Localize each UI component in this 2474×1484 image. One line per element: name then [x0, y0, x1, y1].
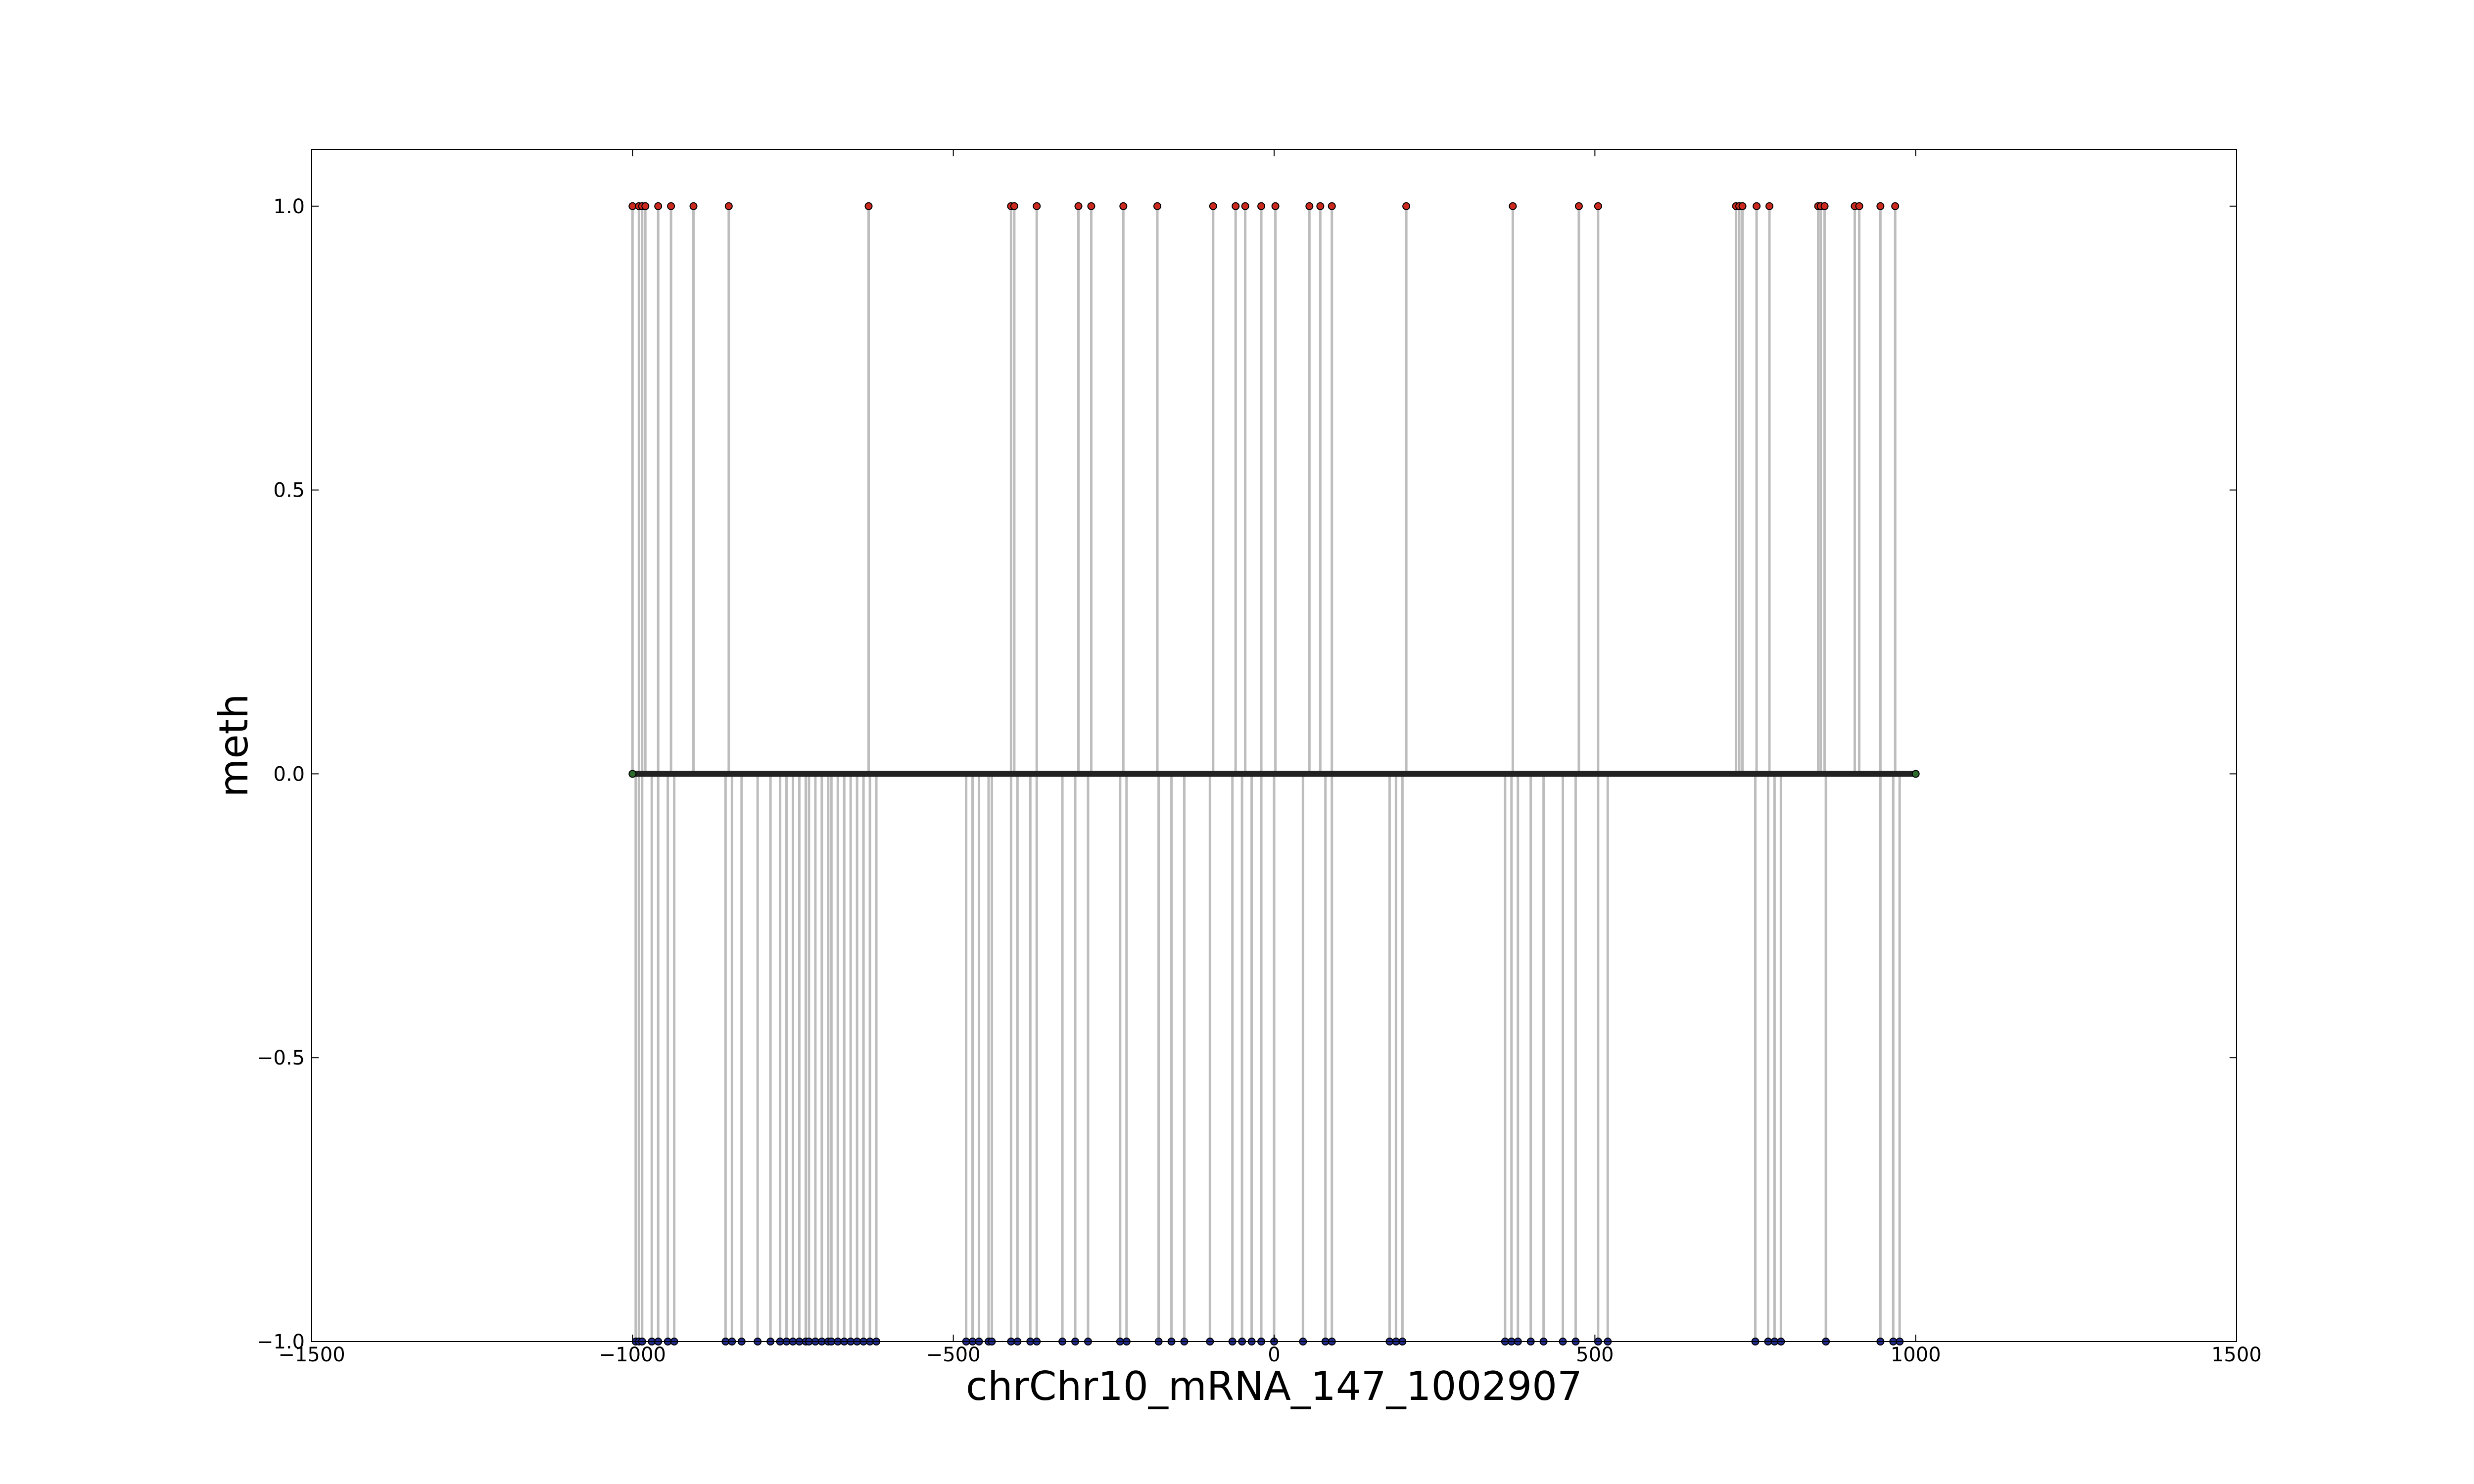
- methylated-point: [1328, 202, 1336, 210]
- x-tick-label: −500: [926, 1344, 981, 1366]
- methylated-point: [1010, 202, 1018, 210]
- x-tick-label: 0: [1268, 1344, 1280, 1366]
- x-tick-label: 1500: [2211, 1344, 2262, 1366]
- methylated-point: [1855, 202, 1863, 210]
- methylated-point: [1753, 202, 1761, 210]
- methylated-point: [628, 202, 637, 210]
- y-tick-label: −1.0: [257, 1331, 305, 1353]
- methylated-point: [1241, 202, 1249, 210]
- y-tick-label: 1.0: [273, 195, 305, 218]
- methylated-point: [654, 202, 663, 210]
- methylated-point: [1765, 202, 1774, 210]
- zero-baseline: [628, 770, 1920, 778]
- methylated-point: [1402, 202, 1411, 210]
- methylated-point: [1209, 202, 1217, 210]
- x-tick-label: 1000: [1891, 1344, 1941, 1366]
- methylated-point: [1574, 202, 1583, 210]
- methylated-point: [1074, 202, 1083, 210]
- methylated-point: [1594, 202, 1602, 210]
- methylated-point: [1891, 202, 1900, 210]
- x-axis-label: chrChr10_mRNA_147_1002907: [966, 1363, 1582, 1409]
- stem-lines: [631, 206, 1901, 1342]
- methylated-point: [1232, 202, 1240, 210]
- methylated-point: [641, 202, 650, 210]
- y-tick-label: 0.5: [273, 479, 305, 502]
- methylated-point: [1153, 202, 1162, 210]
- y-tick-label: −0.5: [257, 1047, 305, 1069]
- y-axis-ticks: −1.0 −0.5 0.0 0.5 1.0: [257, 195, 2236, 1353]
- methylated-point: [724, 202, 733, 210]
- methylated-point: [1119, 202, 1128, 210]
- zero-point: [628, 770, 637, 778]
- x-tick-label: −1500: [278, 1344, 345, 1366]
- x-axis-ticks: −1500 −1000 −500 0 500 1000 1500: [278, 149, 2262, 1366]
- methylated-point: [1820, 202, 1829, 210]
- methylated-point: [1271, 202, 1280, 210]
- methylated-point: [667, 202, 675, 210]
- methylated-point: [1316, 202, 1325, 210]
- x-tick-label: −1000: [599, 1344, 666, 1366]
- methylated-point: [1738, 202, 1747, 210]
- methylated-point: [864, 202, 873, 210]
- methylated-point: [1257, 202, 1266, 210]
- y-tick-label: 0.0: [273, 763, 305, 786]
- methylated-point: [1509, 202, 1517, 210]
- methylated-point: [1305, 202, 1314, 210]
- methylated-point: [689, 202, 698, 210]
- methylated-point: [1033, 202, 1041, 210]
- zero-point: [1911, 770, 1920, 778]
- y-axis-label: meth: [211, 694, 257, 797]
- methylated-point: [1087, 202, 1095, 210]
- methylated-point: [1876, 202, 1885, 210]
- x-tick-label: 500: [1576, 1344, 1614, 1366]
